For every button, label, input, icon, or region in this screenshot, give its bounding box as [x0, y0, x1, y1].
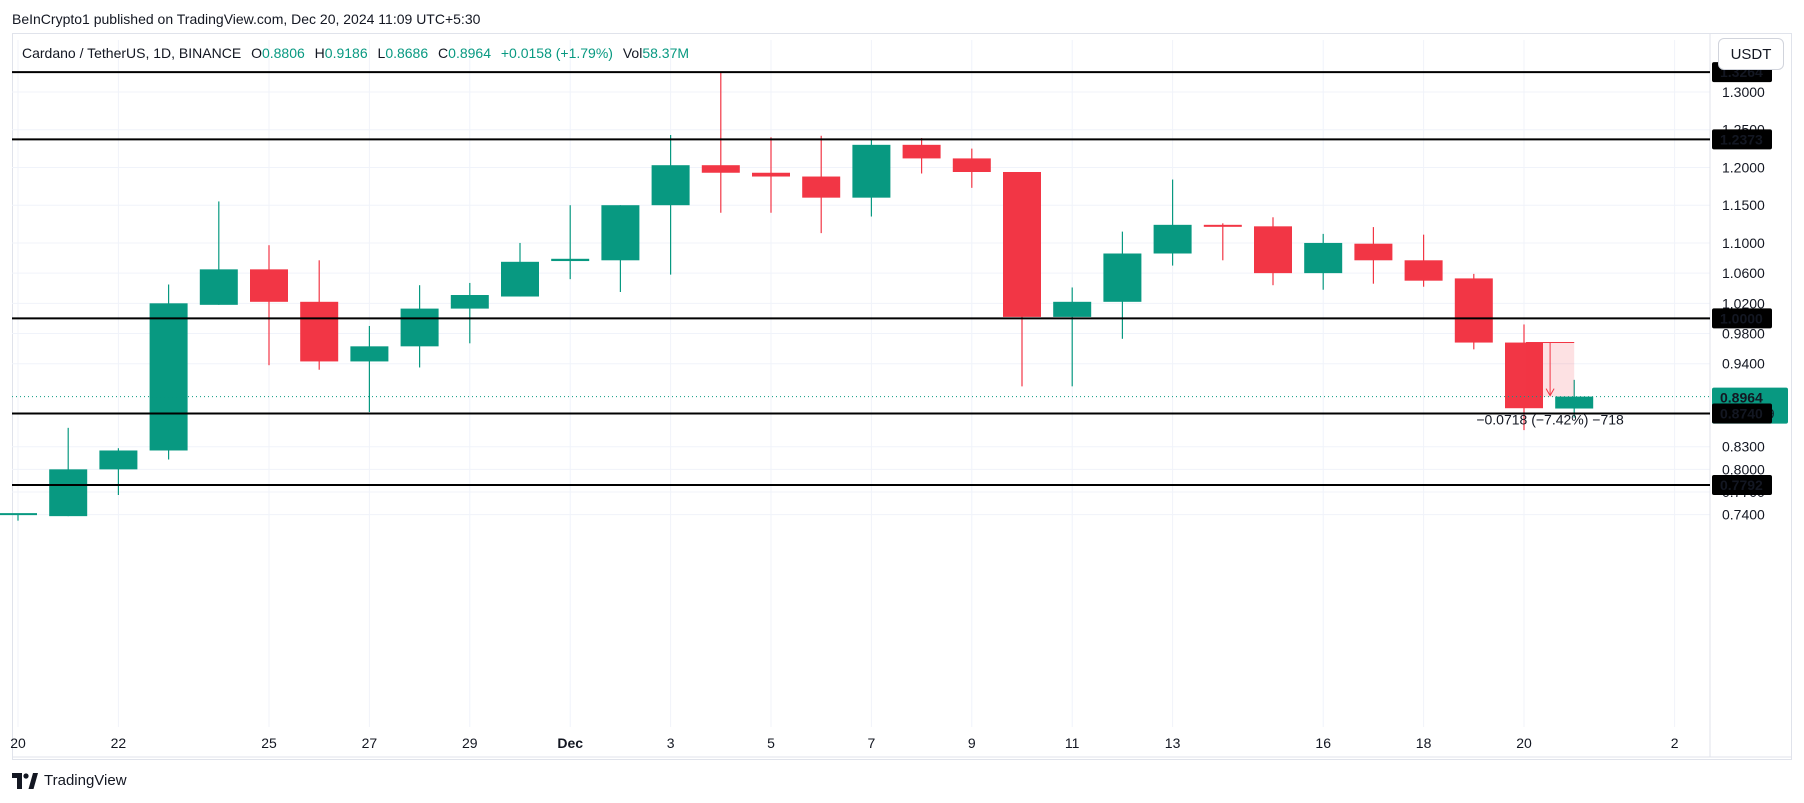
candle-down[interactable] [1354, 243, 1393, 261]
candle-up[interactable] [1304, 242, 1343, 274]
candle-down[interactable] [1454, 278, 1493, 343]
volume-value: 58.37M [642, 45, 690, 61]
x-tick-label: 2 [1671, 735, 1679, 751]
candle-down[interactable] [1003, 171, 1041, 317]
candle-up[interactable] [1103, 253, 1142, 302]
y-tick-label: 1.0200 [1722, 295, 1765, 311]
x-tick-label: 16 [1315, 735, 1331, 751]
open-value: 0.8806 [261, 45, 305, 61]
level-badge [1712, 308, 1772, 329]
level-label: 0.7792 [1720, 477, 1763, 493]
level-label: 1.2373 [1720, 131, 1763, 147]
x-tick-label: 7 [868, 735, 876, 751]
candle-up[interactable] [350, 346, 389, 362]
candle-down[interactable] [250, 269, 288, 302]
candle-down[interactable] [902, 144, 941, 159]
candle-up[interactable] [400, 308, 439, 347]
y-tick-label: 0.9400 [1722, 356, 1765, 372]
candle-down[interactable] [802, 176, 841, 198]
footer-brand: TradingView [44, 772, 127, 789]
candle-up[interactable] [149, 303, 188, 451]
tradingview-logo-icon [12, 772, 38, 789]
candle-down[interactable] [300, 301, 339, 362]
candle-down[interactable] [1203, 224, 1242, 227]
close-value: 0.8964 [448, 45, 491, 61]
y-tick-label: 0.8000 [1722, 461, 1765, 477]
measure-label: −0.0718 (−7.42%) −718 [1476, 412, 1624, 428]
x-tick-label: 11 [1065, 735, 1080, 751]
x-tick-label: 13 [1165, 735, 1181, 751]
candle-down[interactable] [1254, 226, 1292, 274]
y-tick-label: 1.1000 [1722, 235, 1765, 251]
candle-down[interactable] [701, 165, 740, 173]
candle-up[interactable] [199, 269, 238, 305]
last-price-label: 0.8964 [1720, 390, 1763, 406]
change-value: +0.0158 (+1.79%) [500, 45, 613, 61]
close-label: C [438, 45, 449, 61]
candle-up[interactable] [1053, 301, 1092, 317]
tradingview-footer[interactable]: TradingView [12, 772, 127, 789]
x-tick-label: 18 [1416, 735, 1432, 751]
y-tick-label: 1.2000 [1722, 159, 1765, 175]
x-tick-label: 25 [261, 735, 277, 751]
candle-down[interactable] [752, 172, 790, 177]
x-tick-label: 20 [10, 735, 26, 751]
y-tick-label: 1.1500 [1722, 197, 1765, 213]
ohlc-legend: Cardano / TetherUS, 1D, BINANCE O0.8806 … [22, 45, 689, 61]
y-tick-label: 1.0600 [1722, 265, 1765, 281]
y-tick-label: 0.7400 [1722, 507, 1765, 523]
measure-arrow-head [1545, 388, 1555, 397]
candle-up[interactable] [99, 450, 138, 470]
candle-up[interactable] [651, 165, 690, 206]
candle-up[interactable] [601, 205, 640, 261]
symbol-title[interactable]: Cardano / TetherUS, 1D, BINANCE [22, 45, 242, 61]
y-tick-label: 0.9800 [1722, 326, 1765, 342]
candle-up[interactable] [1555, 396, 1594, 409]
candle-up[interactable] [1153, 224, 1192, 254]
y-tick-label: 0.8300 [1722, 439, 1765, 455]
currency-button[interactable]: USDT [1718, 38, 1784, 70]
high-value: 0.9186 [324, 45, 368, 61]
volume-label: Vol [622, 45, 643, 61]
level-badge [1712, 129, 1772, 150]
open-label: O [251, 45, 262, 61]
low-label: L [377, 45, 386, 61]
x-tick-label: 20 [1516, 735, 1532, 751]
level-badge [1712, 475, 1772, 496]
candle-up[interactable] [551, 258, 590, 262]
candle-up[interactable] [852, 144, 891, 198]
y-tick-label: 1.3000 [1722, 84, 1765, 100]
x-tick-label: 27 [362, 735, 378, 751]
x-tick-label: 3 [667, 735, 675, 751]
candle-down[interactable] [1404, 260, 1443, 281]
x-tick-label: 22 [111, 735, 127, 751]
candle-up[interactable] [0, 513, 37, 516]
x-tick-label: 9 [968, 735, 976, 751]
level-badge [1712, 403, 1772, 424]
x-tick-label: Dec [557, 735, 583, 751]
candle-up[interactable] [450, 295, 489, 309]
candle-up[interactable] [501, 261, 539, 297]
low-value: 0.8686 [385, 45, 429, 61]
candle-down[interactable] [1505, 342, 1543, 409]
x-tick-label: 29 [462, 735, 478, 751]
level-label: 1.0000 [1720, 310, 1763, 326]
level-label: 0.8740 [1720, 406, 1763, 422]
x-tick-label: 5 [767, 735, 775, 751]
candle-up[interactable] [49, 469, 88, 517]
publisher-line: BeInCrypto1 published on TradingView.com… [12, 11, 481, 27]
high-label: H [314, 45, 325, 61]
candle-down[interactable] [952, 158, 991, 172]
